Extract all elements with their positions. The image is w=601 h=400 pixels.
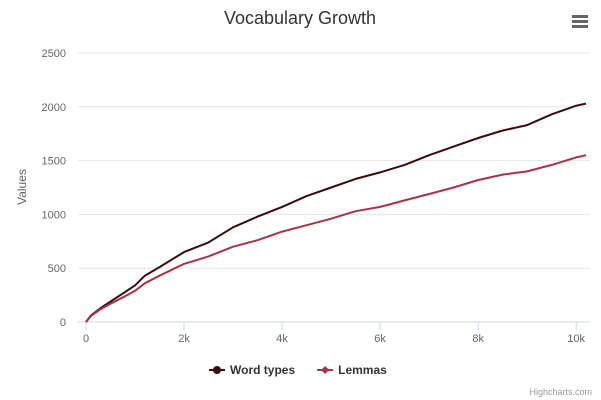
x-tick-label: 8k [472,333,484,345]
grid [78,52,590,269]
y-tick-label: 0 [60,317,66,329]
y-axis-title: Values [15,169,29,205]
menu-bar-top [572,15,588,18]
x-axis: 0 2k 4k 6k 8k 10k [78,321,590,345]
x-tick-label: 6k [374,333,386,345]
y-axis: 0 500 1000 1500 2000 2500 [42,48,66,329]
legend-label: Word types [230,363,295,377]
chart-title: Vocabulary Growth [224,8,376,28]
plot-area [85,102,587,323]
legend-item-word-types[interactable]: Word types [209,363,295,377]
legend-label: Lemmas [338,363,387,377]
x-tick-label: 0 [83,333,89,345]
legend-item-lemmas[interactable]: Lemmas [317,363,387,377]
y-tick-label: 1000 [42,209,66,221]
menu-bar-bottom [572,25,588,28]
x-tick-label: 4k [276,333,288,345]
x-tick-label: 2k [178,333,190,345]
series-line-word-types[interactable] [85,102,587,323]
legend-diamond-marker [321,366,330,374]
series-line-lemmas[interactable] [85,154,587,323]
y-tick-label: 500 [48,263,66,275]
legend: Word types Lemmas [209,363,387,377]
y-tick-label: 2000 [42,102,66,114]
x-tick-label: 10k [567,333,585,345]
y-tick-label: 1500 [42,156,66,168]
credits-link[interactable]: Highcharts.com [529,387,592,397]
context-menu-button[interactable] [568,12,592,32]
hamburger-menu-icon[interactable] [572,15,588,28]
menu-bar-middle [572,20,588,23]
y-tick-label: 2500 [42,48,66,60]
legend-circle-marker [213,366,221,374]
